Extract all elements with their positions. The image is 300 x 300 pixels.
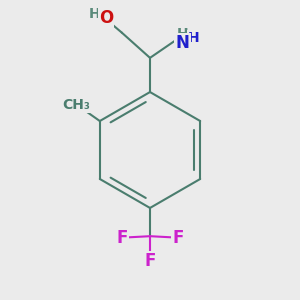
Text: F: F — [144, 253, 156, 271]
Text: CH₃: CH₃ — [63, 98, 91, 112]
Text: H: H — [177, 27, 188, 41]
Text: N: N — [176, 34, 190, 52]
Text: H: H — [88, 7, 100, 21]
Text: F: F — [116, 229, 128, 247]
Text: F: F — [172, 229, 184, 247]
Text: O: O — [99, 9, 113, 27]
Text: H: H — [188, 31, 200, 45]
